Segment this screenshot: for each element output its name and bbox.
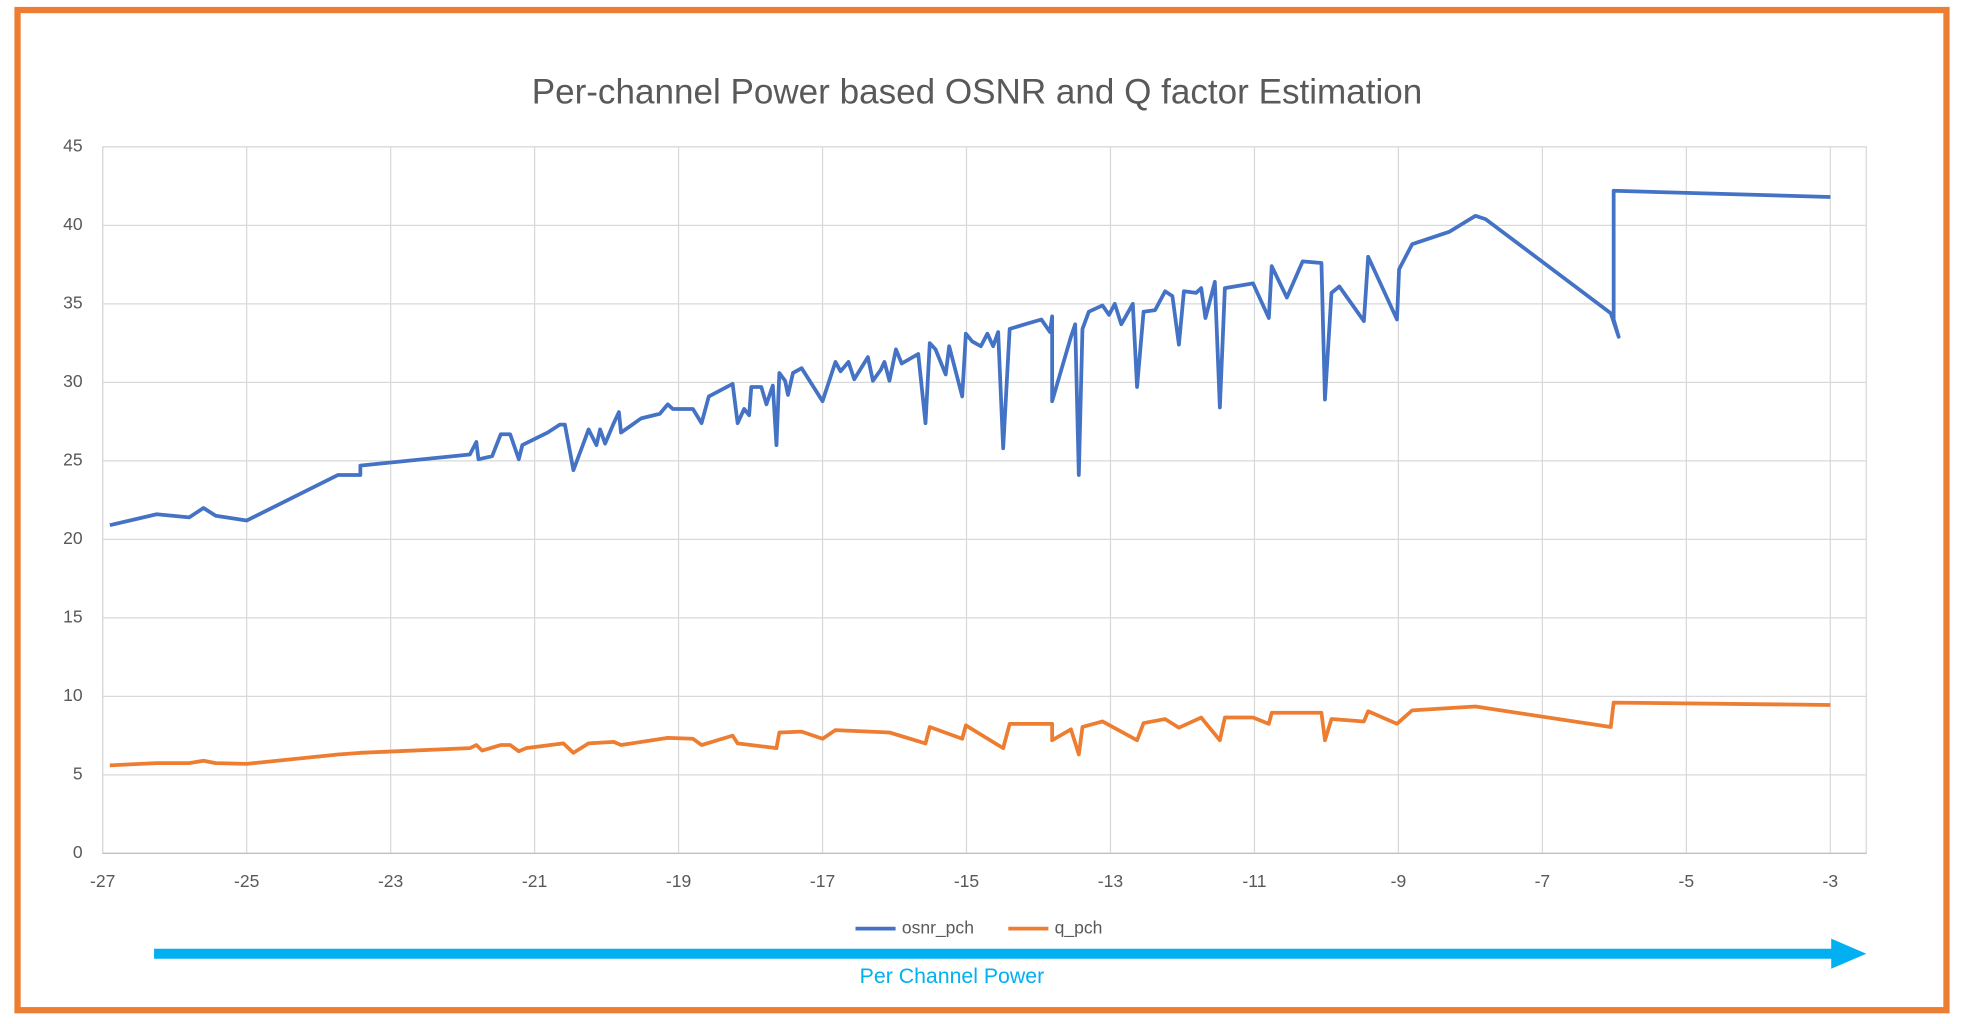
y-tick-label: 10 (63, 685, 83, 705)
y-tick-label: 0 (73, 842, 83, 862)
x-tick-label: -19 (666, 871, 691, 891)
arrow-head (1831, 938, 1867, 969)
x-axis-title: Per Channel Power (860, 964, 1045, 988)
y-tick-label: 25 (63, 449, 83, 469)
x-tick-label: -11 (1242, 871, 1266, 891)
x-tick-label: -13 (1098, 871, 1123, 891)
chart-title: Per-channel Power based OSNR and Q facto… (532, 72, 1423, 111)
frame (14, 6, 1950, 1014)
x-tick-label: -17 (810, 871, 835, 891)
x-tick-label: -5 (1679, 871, 1695, 891)
data-line (109, 188, 1831, 528)
x-tick-label: -15 (954, 871, 980, 891)
data-line (109, 700, 1831, 768)
legend-label: osnr_pch (902, 917, 974, 938)
x-tick-label: -21 (522, 871, 547, 891)
y-tick-label: 20 (63, 528, 83, 548)
y-tick-label: 40 (63, 214, 83, 234)
x-tick-label: -7 (1535, 871, 1551, 891)
x-tick-label: -23 (378, 871, 403, 891)
y-tick-label: 30 (63, 371, 83, 391)
y-tick-label: 5 (73, 763, 83, 783)
x-tick-label: -3 (1823, 871, 1839, 891)
x-tick-label: -25 (234, 871, 260, 891)
legend-label: q_pch (1055, 917, 1103, 938)
y-tick-label: 15 (63, 606, 83, 626)
y-tick-label: 45 (63, 135, 83, 155)
x-tick-label: -9 (1391, 871, 1407, 891)
x-tick-label: -27 (90, 871, 115, 891)
y-tick-label: 35 (63, 292, 83, 312)
